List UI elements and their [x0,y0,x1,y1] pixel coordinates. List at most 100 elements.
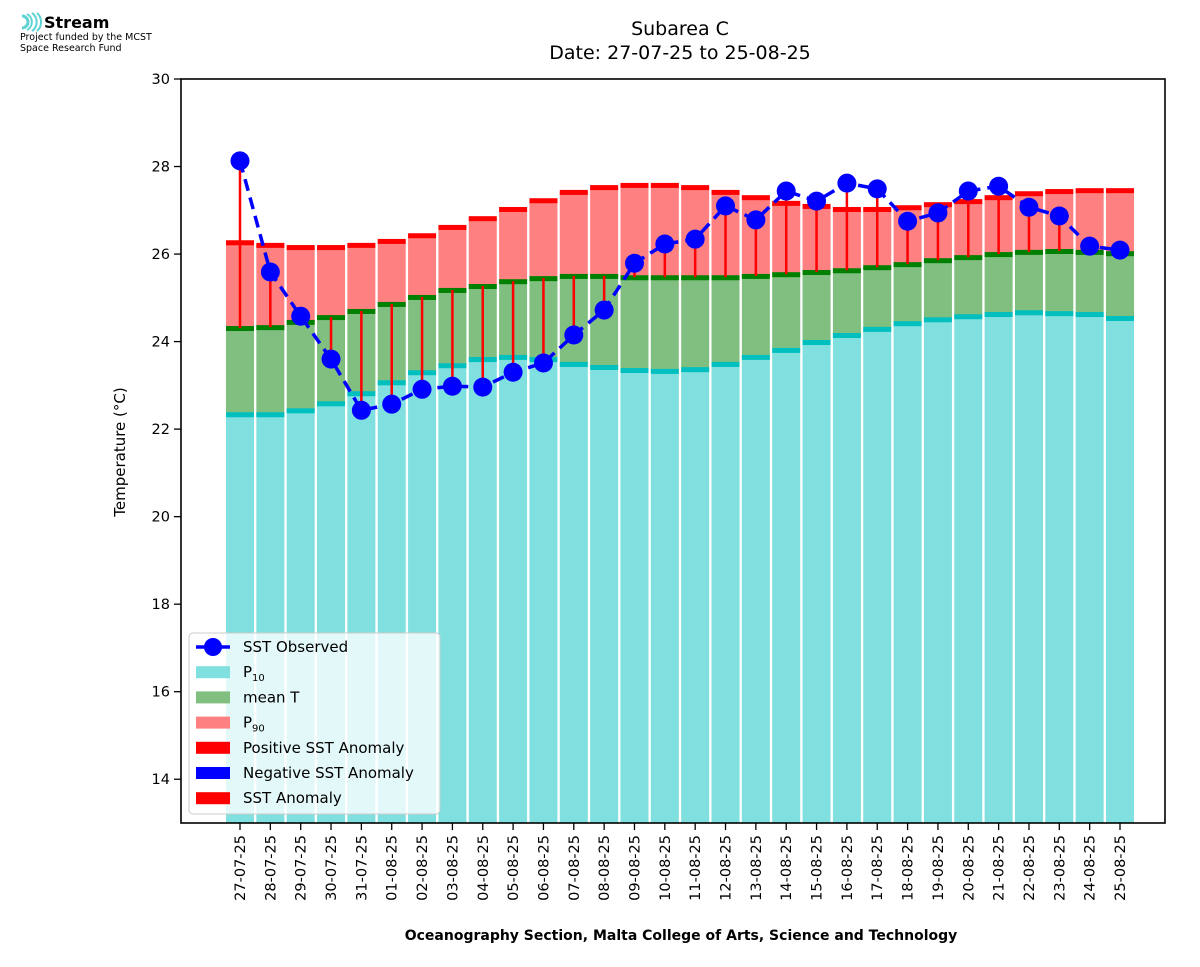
p90-edge [317,245,346,251]
sst-point [746,210,766,230]
p10-edge [863,326,892,332]
legend-label-subscript: 10 [252,673,265,684]
sst-point [291,306,311,326]
p10-bar [893,323,922,823]
sst-point [442,376,462,396]
x-tick-label: 23-08-25 [1052,835,1068,901]
p10-edge [893,321,922,327]
p10-bar [650,370,679,823]
p10-bar [802,342,831,823]
mean-bar [741,275,770,357]
legend-label-subscript: 90 [252,724,265,735]
p10-edge [590,364,619,370]
legend-label: SST Anomaly [243,789,342,807]
p90-bar [590,187,619,276]
sst-point [260,262,280,282]
p90-edge [620,182,649,188]
legend-swatch [196,691,230,704]
p10-edge [802,340,831,346]
p10-edge [1075,312,1104,318]
p10-edge [650,368,679,374]
p10-bar [1014,312,1043,823]
legend-swatch-marker [204,638,222,656]
p90-bar [559,191,588,276]
p90-bar [377,240,406,304]
x-tick-label: 14-08-25 [779,835,795,901]
p90-bar [438,226,467,290]
legend-swatch [196,767,230,779]
p90-edge [559,189,588,195]
p90-bar [347,244,376,311]
mean-bar [681,277,710,370]
p90-edge [741,195,770,201]
p10-bar [681,369,710,823]
sst-point [1019,197,1039,217]
mean-bar [1075,251,1104,315]
sst-point [503,362,523,382]
p10-bar [590,366,619,823]
x-tick-label: 07-08-25 [567,835,583,901]
x-tick-label: 03-08-25 [445,835,461,901]
mean-edge [1014,249,1043,255]
chart-subtitle: Date: 27-07-25 to 25-08-25 [549,42,811,64]
p10-bar [863,328,892,823]
mean-edge [984,252,1013,258]
y-tick-label: 24 [152,335,170,351]
p10-bar [741,356,770,823]
p90-edge [529,198,558,204]
mean-bar [923,260,952,320]
x-tick-label: 13-08-25 [749,835,765,901]
p10-bar [468,359,497,823]
mean-edge [863,265,892,271]
mean-bar [954,257,983,317]
sst-point [412,379,432,399]
p90-bar [529,200,558,279]
sst-point [351,400,371,420]
p90-edge [1106,188,1134,194]
logo-name: Stream [44,12,110,32]
x-tick-label: 02-08-25 [415,835,431,901]
p10-bar [711,363,740,823]
p10-bar [1075,314,1104,823]
p90-edge [377,238,406,244]
mean-edge [620,275,649,281]
p90-edge [438,224,467,230]
x-tick-label: 09-08-25 [627,835,643,901]
x-axis-label: Oceanography Section, Malta College of A… [404,928,958,944]
x-tick-label: 16-08-25 [840,835,856,901]
p90-edge [286,245,315,251]
sst-point [473,377,493,397]
x-tick-label: 25-08-25 [1113,835,1129,901]
legend-label: Negative SST Anomaly [243,764,414,782]
p90-edge [650,182,679,188]
mean-bar [226,328,254,415]
sst-point [776,181,796,201]
mean-bar [893,264,922,324]
legend-swatch [196,666,230,679]
p10-edge [286,408,315,414]
x-tick-label: 28-07-25 [263,835,279,901]
p10-edge [256,412,285,418]
x-tick-label: 06-08-25 [536,835,552,901]
sst-point [989,176,1009,196]
legend-label: mean T [243,688,300,706]
p90-edge [1014,191,1043,197]
sst-point [624,253,644,273]
mean-bar [863,267,892,329]
p90-edge [711,189,740,195]
x-tick-label: 11-08-25 [688,835,704,901]
p90-bar [499,208,528,282]
p10-bar [923,319,952,823]
x-tick-label: 27-07-25 [233,835,249,901]
p10-bar [438,365,467,823]
p10-bar [620,370,649,823]
sst-point [958,181,978,201]
y-tick-label: 28 [152,160,170,176]
mean-edge [741,273,770,279]
mean-bar [256,327,285,415]
mean-edge [802,270,831,276]
mean-edge [923,258,952,264]
p10-edge [620,368,649,374]
